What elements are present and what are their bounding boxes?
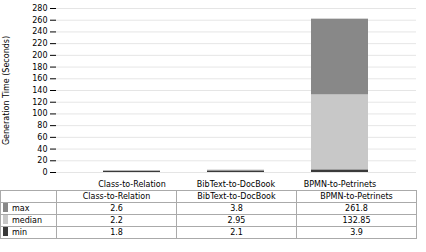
html-text:max: max (12, 204, 30, 213)
svg-text:BibText-to-DocBook: BibText-to-DocBook (197, 180, 276, 189)
svg-text:120: 120 (32, 98, 47, 107)
html-text:2.6: 2.6 (110, 204, 123, 213)
html-text:Class-to-Relation: Class-to-Relation (82, 192, 151, 201)
svg-text:0: 0 (42, 168, 47, 177)
html-text:2.95: 2.95 (227, 216, 246, 225)
html-text:261.8: 261.8 (345, 204, 368, 213)
html-text:median: median (12, 216, 42, 225)
svg-text:80: 80 (37, 121, 47, 130)
html-text:2.2: 2.2 (110, 216, 123, 225)
svg-text:140: 140 (32, 86, 47, 95)
html-text:min: min (12, 228, 28, 237)
svg-text:260: 260 (32, 16, 47, 25)
svg-text:40: 40 (37, 145, 47, 154)
html-text:3.9: 3.9 (350, 228, 363, 237)
svg-text:Class-to-Relation: Class-to-Relation (98, 180, 166, 189)
html-text:1.8: 1.8 (110, 228, 123, 237)
svg-text:60: 60 (37, 133, 47, 142)
html-text:2.1: 2.1 (230, 228, 243, 237)
svg-text:180: 180 (32, 63, 47, 72)
svg-text:100: 100 (32, 109, 47, 118)
html-text:BPMN-to-Petrinets: BPMN-to-Petrinets (320, 192, 393, 201)
html-text:132.85: 132.85 (342, 216, 371, 225)
svg-text:160: 160 (32, 74, 47, 83)
svg-text:280: 280 (32, 4, 47, 13)
svg-text:Generation Time (Seconds): Generation Time (Seconds) (2, 36, 11, 145)
svg-text:220: 220 (32, 39, 47, 48)
html-text:3.8: 3.8 (230, 204, 243, 213)
svg-text:240: 240 (32, 27, 47, 36)
svg-text:20: 20 (37, 156, 47, 165)
svg-text:BPMN-to-Petrinets: BPMN-to-Petrinets (304, 180, 377, 189)
svg-text:200: 200 (32, 51, 47, 60)
html-text:BibText-to-DocBook: BibText-to-DocBook (197, 192, 276, 201)
